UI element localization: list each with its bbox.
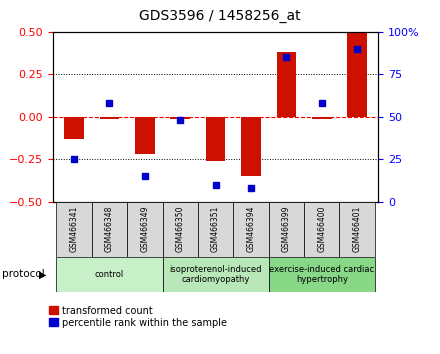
- Bar: [241, 117, 261, 176]
- FancyBboxPatch shape: [92, 202, 127, 257]
- FancyBboxPatch shape: [340, 202, 375, 257]
- Text: GSM466348: GSM466348: [105, 206, 114, 252]
- FancyBboxPatch shape: [304, 202, 340, 257]
- Text: exercise-induced cardiac
hypertrophy: exercise-induced cardiac hypertrophy: [269, 265, 374, 284]
- FancyBboxPatch shape: [127, 202, 162, 257]
- FancyBboxPatch shape: [56, 257, 162, 292]
- Bar: [100, 117, 119, 119]
- FancyBboxPatch shape: [233, 202, 269, 257]
- Text: GSM466400: GSM466400: [317, 206, 326, 252]
- Bar: [135, 117, 154, 154]
- Text: protocol: protocol: [2, 269, 45, 279]
- Bar: [64, 117, 84, 139]
- Text: GSM466341: GSM466341: [70, 206, 78, 252]
- Text: GDS3596 / 1458256_at: GDS3596 / 1458256_at: [139, 9, 301, 23]
- Text: GSM466350: GSM466350: [176, 206, 185, 252]
- Bar: [206, 117, 225, 161]
- Text: control: control: [95, 270, 124, 279]
- Text: GSM466401: GSM466401: [353, 206, 362, 252]
- Text: GSM466399: GSM466399: [282, 206, 291, 252]
- FancyBboxPatch shape: [56, 202, 92, 257]
- Bar: [348, 32, 367, 117]
- Bar: [170, 117, 190, 119]
- Text: ▶: ▶: [39, 269, 46, 279]
- Bar: [277, 52, 296, 117]
- Text: GSM466351: GSM466351: [211, 206, 220, 252]
- FancyBboxPatch shape: [162, 257, 269, 292]
- Text: isoproterenol-induced
cardiomyopathy: isoproterenol-induced cardiomyopathy: [169, 265, 262, 284]
- FancyBboxPatch shape: [198, 202, 233, 257]
- Legend: transformed count, percentile rank within the sample: transformed count, percentile rank withi…: [49, 306, 227, 328]
- Bar: [312, 117, 331, 119]
- FancyBboxPatch shape: [162, 202, 198, 257]
- Text: GSM466349: GSM466349: [140, 206, 149, 252]
- FancyBboxPatch shape: [269, 257, 375, 292]
- FancyBboxPatch shape: [269, 202, 304, 257]
- Text: GSM466394: GSM466394: [246, 206, 256, 252]
